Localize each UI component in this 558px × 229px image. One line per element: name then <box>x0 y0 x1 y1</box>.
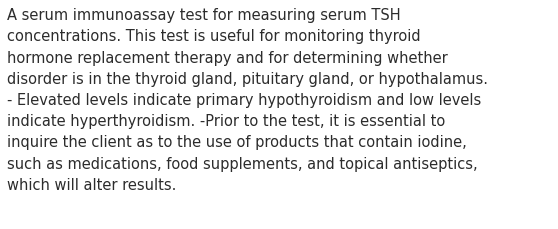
Text: A serum immunoassay test for measuring serum TSH
concentrations. This test is us: A serum immunoassay test for measuring s… <box>7 8 488 192</box>
